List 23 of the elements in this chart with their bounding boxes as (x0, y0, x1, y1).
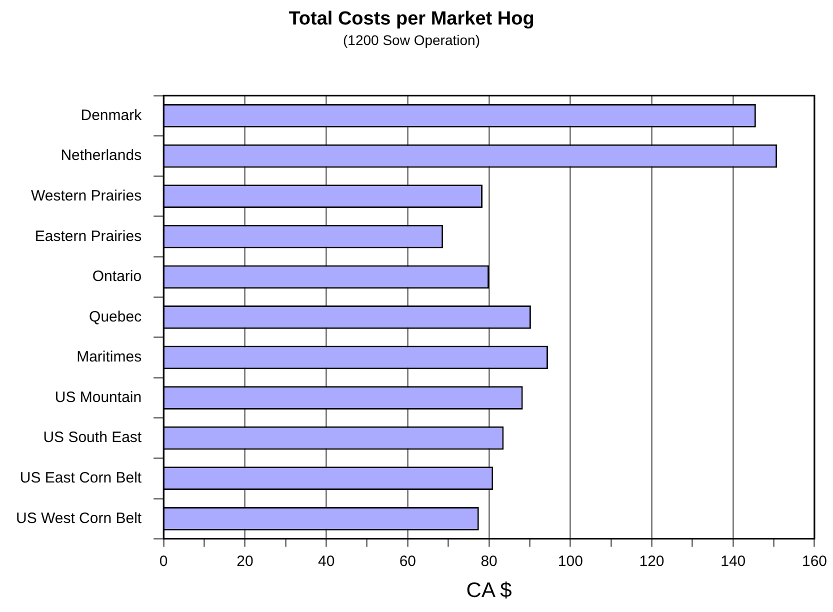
y-tick-label: Ontario (92, 268, 142, 286)
y-tick-label: Netherlands (60, 147, 142, 164)
x-tick-label: 100 (558, 552, 583, 570)
x-axis-title: CA $ (466, 579, 512, 602)
y-tick-label: US West Corn Belt (16, 510, 142, 527)
y-tick-label: Quebec (89, 308, 142, 326)
x-tick-label: 140 (720, 552, 746, 570)
y-tick-label: US South East (43, 429, 142, 446)
x-tick-label: 80 (480, 552, 498, 570)
y-tick-label: Maritimes (76, 348, 142, 366)
x-tick-label: 120 (639, 552, 664, 570)
y-tick-label: US Mountain (54, 388, 142, 406)
y-tick-label: US East Corn Belt (20, 470, 142, 487)
y-tick-label: Denmark (80, 106, 142, 124)
x-tick-label: 40 (318, 552, 335, 570)
x-tick-label: 160 (802, 552, 827, 570)
x-tick-label: 0 (159, 552, 168, 570)
x-tick-label: 20 (236, 552, 254, 570)
y-tick-label: Eastern Prairies (34, 228, 142, 245)
y-tick-label: Western Prairies (31, 187, 142, 204)
chart-subtitle: (1200 Sow Operation) (343, 32, 480, 48)
x-tick-label: 60 (399, 552, 416, 570)
chart-title: Total Costs per Market Hog (288, 8, 534, 30)
